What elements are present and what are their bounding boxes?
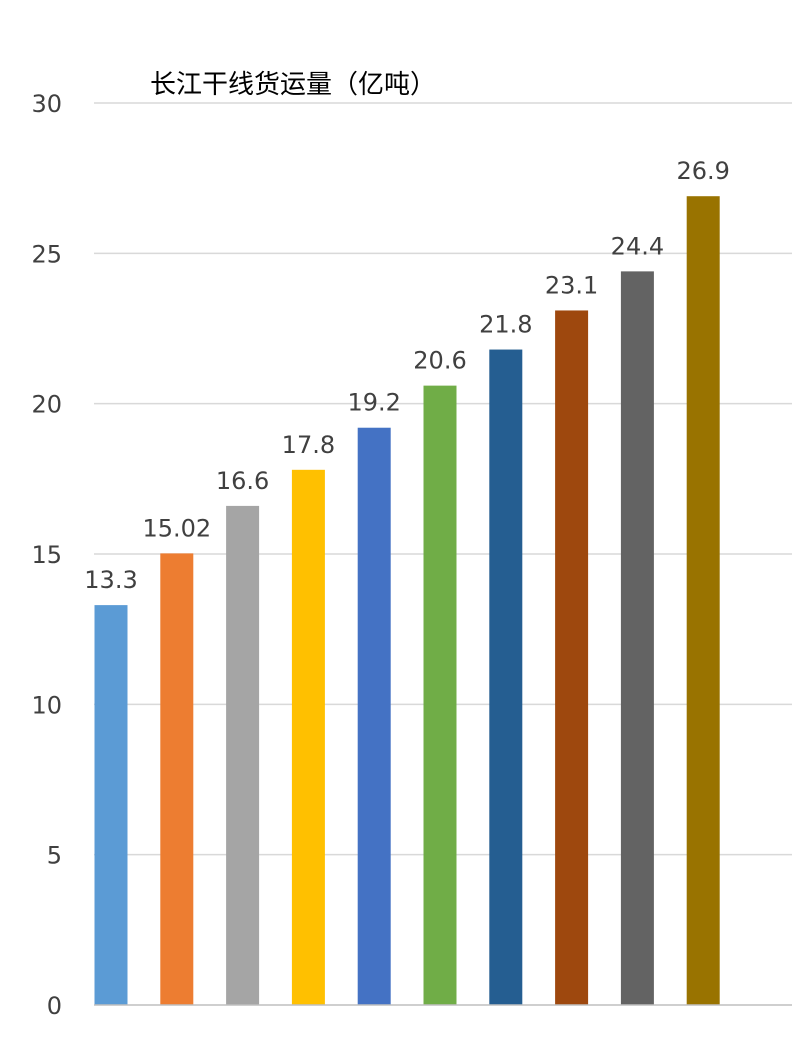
data-label: 23.1 [545,271,598,299]
data-label: 21.8 [479,311,532,339]
y-axis-tick-labels: 0 5 10 15 20 25 30 [31,90,62,1020]
bar [160,553,194,1005]
y-tick-label: 0 [47,992,62,1020]
data-label: 17.8 [282,431,335,459]
data-label: 15.02 [142,514,211,542]
data-label: 19.2 [347,389,400,417]
data-label: 20.6 [413,347,466,375]
bars [94,196,720,1006]
y-tick-label: 30 [31,90,62,118]
bar [620,271,654,1006]
bar [357,427,391,1006]
y-tick-label: 5 [47,842,62,870]
bar [291,469,325,1005]
data-label: 13.3 [84,566,137,594]
chart-title: 长江干线货运量（亿吨） [150,70,436,100]
bar [555,310,589,1006]
bar [226,505,260,1005]
y-tick-label: 25 [31,240,62,268]
data-label: 16.6 [216,467,269,495]
bar [94,605,128,1005]
data-label: 26.9 [676,157,729,185]
y-tick-label: 15 [31,541,62,569]
y-tick-label: 20 [31,391,62,419]
y-tick-label: 10 [31,691,62,719]
data-label: 24.4 [611,232,664,260]
bar [686,196,720,1005]
bar [423,385,457,1005]
bar [489,349,523,1006]
